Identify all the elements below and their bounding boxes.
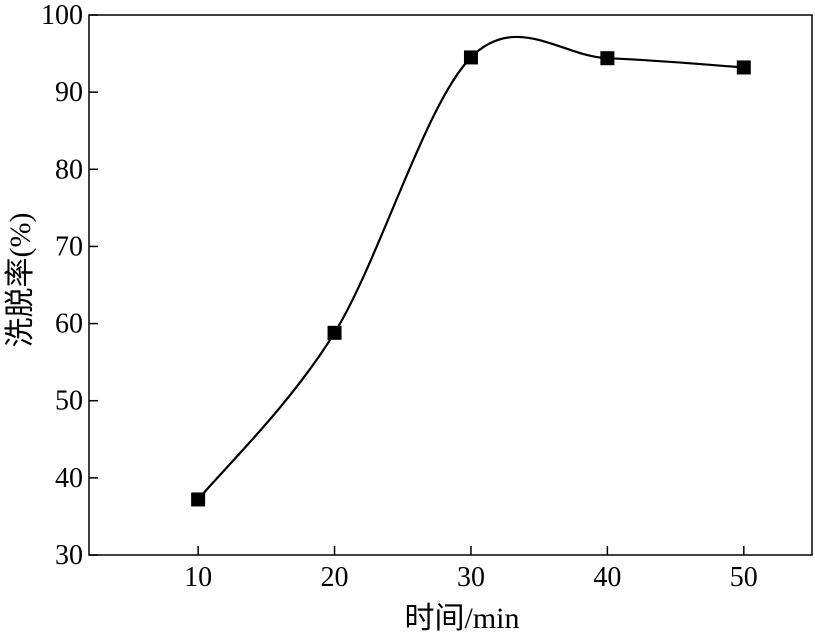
data-markers <box>191 50 751 507</box>
plot-frame <box>88 14 813 556</box>
x-tick-label: 10 <box>184 562 212 593</box>
x-tick-label: 30 <box>457 562 485 593</box>
y-axis-ticks: 30 40 50 60 70 80 90 100 <box>41 0 98 571</box>
x-axis-label: 时间/min <box>404 602 519 635</box>
series-line <box>197 35 744 501</box>
y-tick-label: 40 <box>55 463 83 494</box>
data-point-marker <box>600 51 615 66</box>
y-tick-label: 100 <box>41 0 83 31</box>
y-tick-label: 30 <box>55 540 83 571</box>
y-tick-label: 50 <box>55 386 83 417</box>
y-tick-label: 60 <box>55 309 83 340</box>
data-point-marker <box>327 325 342 340</box>
x-axis-ticks: 10 20 30 40 50 <box>184 546 758 593</box>
data-point-marker <box>191 492 206 507</box>
y-tick-label: 90 <box>55 77 83 108</box>
x-tick-label: 40 <box>593 562 621 593</box>
y-axis-label: 洗脱率(%) <box>4 213 37 348</box>
data-point-marker <box>736 60 751 75</box>
data-point-marker <box>463 50 478 65</box>
y-tick-label: 70 <box>55 231 83 262</box>
x-tick-label: 50 <box>730 562 758 593</box>
x-tick-label: 20 <box>321 562 349 593</box>
y-tick-label: 80 <box>55 154 83 185</box>
